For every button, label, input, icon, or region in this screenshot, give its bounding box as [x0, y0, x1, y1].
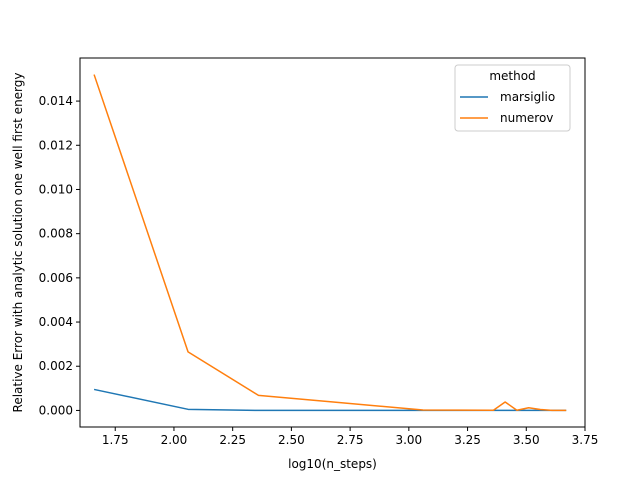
y-tick-label: 0.000: [39, 403, 73, 417]
y-tick-label: 0.006: [39, 271, 73, 285]
y-tick-label: 0.012: [39, 138, 73, 152]
x-axis: 1.75 2.00 2.25 2.50 2.75 3.00 3.25 3.50 3.75: [102, 427, 598, 447]
legend-box: [454, 64, 571, 132]
y-tick-label: 0.014: [39, 94, 73, 108]
y-tick-label: 0.010: [39, 182, 73, 196]
y-tick-label: 0.008: [39, 227, 73, 241]
y-axis-label: Relative Error with analytic solution on…: [11, 73, 25, 413]
x-tick-label: 1.75: [102, 433, 129, 447]
x-tick-label: 3.00: [395, 433, 422, 447]
axes-frame: [79, 57, 586, 428]
x-tick-label: 2.25: [219, 433, 246, 447]
x-tick-label: 3.50: [513, 433, 540, 447]
x-tick-label: 3.75: [572, 433, 599, 447]
x-tick-label: 2.50: [278, 433, 305, 447]
x-tick-label: 2.75: [337, 433, 364, 447]
series-layer: [93, 74, 567, 412]
legend: method marsiglio numerov: [454, 64, 571, 132]
y-tick-label: 0.004: [39, 315, 73, 329]
x-tick-label: 2.00: [161, 433, 188, 447]
y-axis: 0.000 0.002 0.004 0.006 0.008 0.010 0.012 0.014: [39, 94, 80, 417]
legend-title: method: [489, 69, 535, 83]
x-axis-label: log10(n_steps): [288, 457, 377, 471]
series-line-numerov: [93, 74, 567, 412]
legend-label-numerov: numerov: [500, 111, 553, 125]
legend-label-marsiglio: marsiglio: [500, 90, 555, 104]
x-tick-label: 3.25: [454, 433, 481, 447]
y-tick-label: 0.002: [39, 359, 73, 373]
